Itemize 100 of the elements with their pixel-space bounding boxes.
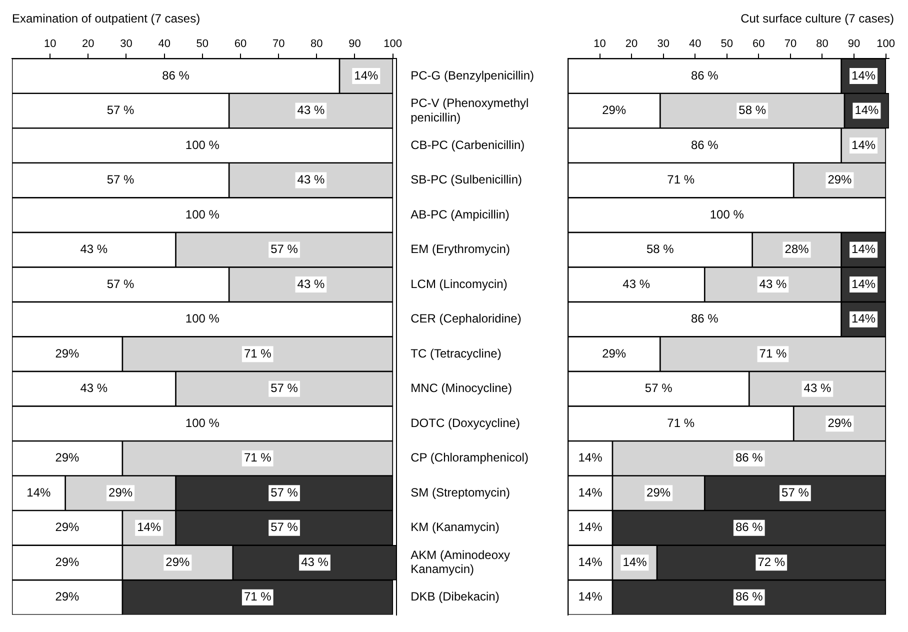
data-label: 100 % (185, 207, 220, 222)
x-tick-label: 10 (594, 38, 606, 50)
data-label: 57 % (782, 485, 810, 500)
data-label: 71 % (667, 416, 695, 430)
data-label: 29% (55, 520, 80, 534)
x-tick-label: 100 (876, 38, 895, 50)
chart-title: Cut surface culture (7 cases) (740, 12, 894, 26)
data-label: 100 % (710, 207, 744, 222)
x-tick-label: 50 (196, 38, 209, 50)
x-tick-label: 30 (120, 38, 132, 50)
y-tick-label: KM (Kanamycin) (410, 520, 500, 534)
y-tick-label: CP (Chloramphenicol) (410, 450, 528, 465)
data-label: 86 % (735, 590, 764, 604)
y-tick-label: MNC (Minocycline) (410, 381, 512, 396)
data-label: 43 % (804, 381, 832, 396)
y-tick-label: AKM (Aminodeoxy Kanamycin) (410, 548, 510, 576)
data-label: 57 % (270, 485, 298, 500)
data-label: 14% (354, 68, 378, 82)
data-label: 14% (578, 520, 603, 534)
data-label: 14% (26, 485, 51, 500)
y-tick-label: DKB (Dibekacin) (410, 590, 500, 604)
data-label: 57 % (106, 276, 135, 291)
data-label: 43 % (80, 381, 108, 396)
data-label: 14% (137, 520, 162, 534)
y-tick-label: SM (Streptomycin) (410, 485, 510, 500)
y-tick-label: PC-G (Benzylpenicillin) (410, 68, 534, 82)
x-tick-label: 20 (625, 38, 638, 50)
x-tick-label: 80 (310, 38, 323, 50)
data-label: 29% (646, 485, 671, 500)
x-tick-label: 60 (752, 38, 765, 50)
data-label: 71 % (759, 346, 787, 360)
data-label: 29% (55, 346, 80, 360)
data-label: 86 % (735, 450, 764, 465)
x-tick-label: 50 (720, 38, 734, 50)
data-label: 14% (622, 554, 648, 569)
x-tick-label: 40 (158, 38, 170, 50)
data-label: 14% (578, 450, 603, 465)
data-label: 86 % (690, 68, 719, 82)
data-label: 58 % (738, 103, 766, 118)
y-tick-label: AB-PC (Ampicillin) (410, 207, 510, 222)
data-label: 100 % (185, 138, 220, 152)
data-label: 71 % (244, 590, 272, 604)
x-tick-label: 20 (82, 38, 94, 50)
data-label: 14% (854, 103, 880, 118)
data-label: 57 % (270, 242, 298, 256)
data-label: 43 % (759, 276, 787, 291)
data-label: 86 % (162, 68, 190, 82)
x-tick-label: 10 (44, 38, 56, 50)
data-label: 14% (852, 276, 876, 291)
data-label: 29% (828, 416, 852, 430)
data-label: 14% (852, 138, 876, 152)
data-label: 43 % (301, 554, 329, 569)
x-tick-label: 60 (234, 38, 247, 50)
y-tick-label: SB-PC (Sulbenicillin) (410, 172, 522, 187)
data-label: 57 % (270, 520, 298, 534)
data-label: 14% (852, 68, 876, 82)
data-label: 29% (108, 485, 133, 500)
data-label: 29% (55, 554, 80, 569)
data-label: 43 % (80, 242, 108, 256)
data-label: 86 % (690, 312, 719, 326)
data-label: 29% (602, 103, 626, 118)
y-tick-label: LCM (Lincomycin) (410, 276, 508, 291)
x-tick-label: 100 (384, 38, 402, 50)
data-label: 57 % (106, 172, 135, 187)
data-label: 100 % (185, 416, 220, 430)
data-label: 58 % (646, 242, 674, 256)
data-label: 14% (578, 590, 603, 604)
data-label: 29% (828, 172, 852, 187)
data-label: 57 % (270, 381, 298, 396)
x-tick-label: 70 (272, 38, 285, 50)
chart-title: Examination of outpatient (7 cases) (12, 12, 200, 26)
x-tick-label: 90 (348, 38, 361, 50)
data-label: 28% (784, 242, 810, 256)
x-tick-label: 30 (657, 38, 670, 50)
y-tick-label: CER (Cephaloridine) (410, 312, 522, 326)
data-label: 29% (55, 590, 80, 604)
data-label: 14% (578, 485, 603, 500)
data-label: 71 % (244, 450, 272, 465)
y-tick-label: EM (Erythromycin) (410, 242, 510, 256)
data-label: 71 % (667, 172, 695, 187)
x-tick-label: 40 (688, 38, 702, 50)
data-label: 43 % (297, 103, 325, 118)
data-label: 43 % (297, 276, 325, 291)
data-label: 100 % (185, 312, 220, 326)
data-label: 57 % (106, 103, 135, 118)
data-label: 14% (852, 312, 876, 326)
y-tick-label: PC-V (Phenoxymethyl penicillin) (410, 96, 529, 124)
data-label: 29% (55, 450, 80, 465)
y-tick-label: TC (Tetracycline) (410, 346, 502, 360)
data-label: 43 % (622, 276, 650, 291)
data-label: 14% (852, 242, 876, 256)
x-tick-label: 80 (816, 38, 828, 50)
data-label: 86 % (735, 520, 764, 534)
data-label: 71 % (244, 346, 272, 360)
y-tick-label: CB-PC (Carbenicillin) (410, 138, 525, 152)
x-tick-label: 90 (848, 38, 860, 50)
data-label: 14% (578, 554, 603, 569)
data-label: 72 % (758, 554, 786, 569)
data-label: 57 % (644, 381, 673, 396)
data-label: 43 % (297, 172, 325, 187)
